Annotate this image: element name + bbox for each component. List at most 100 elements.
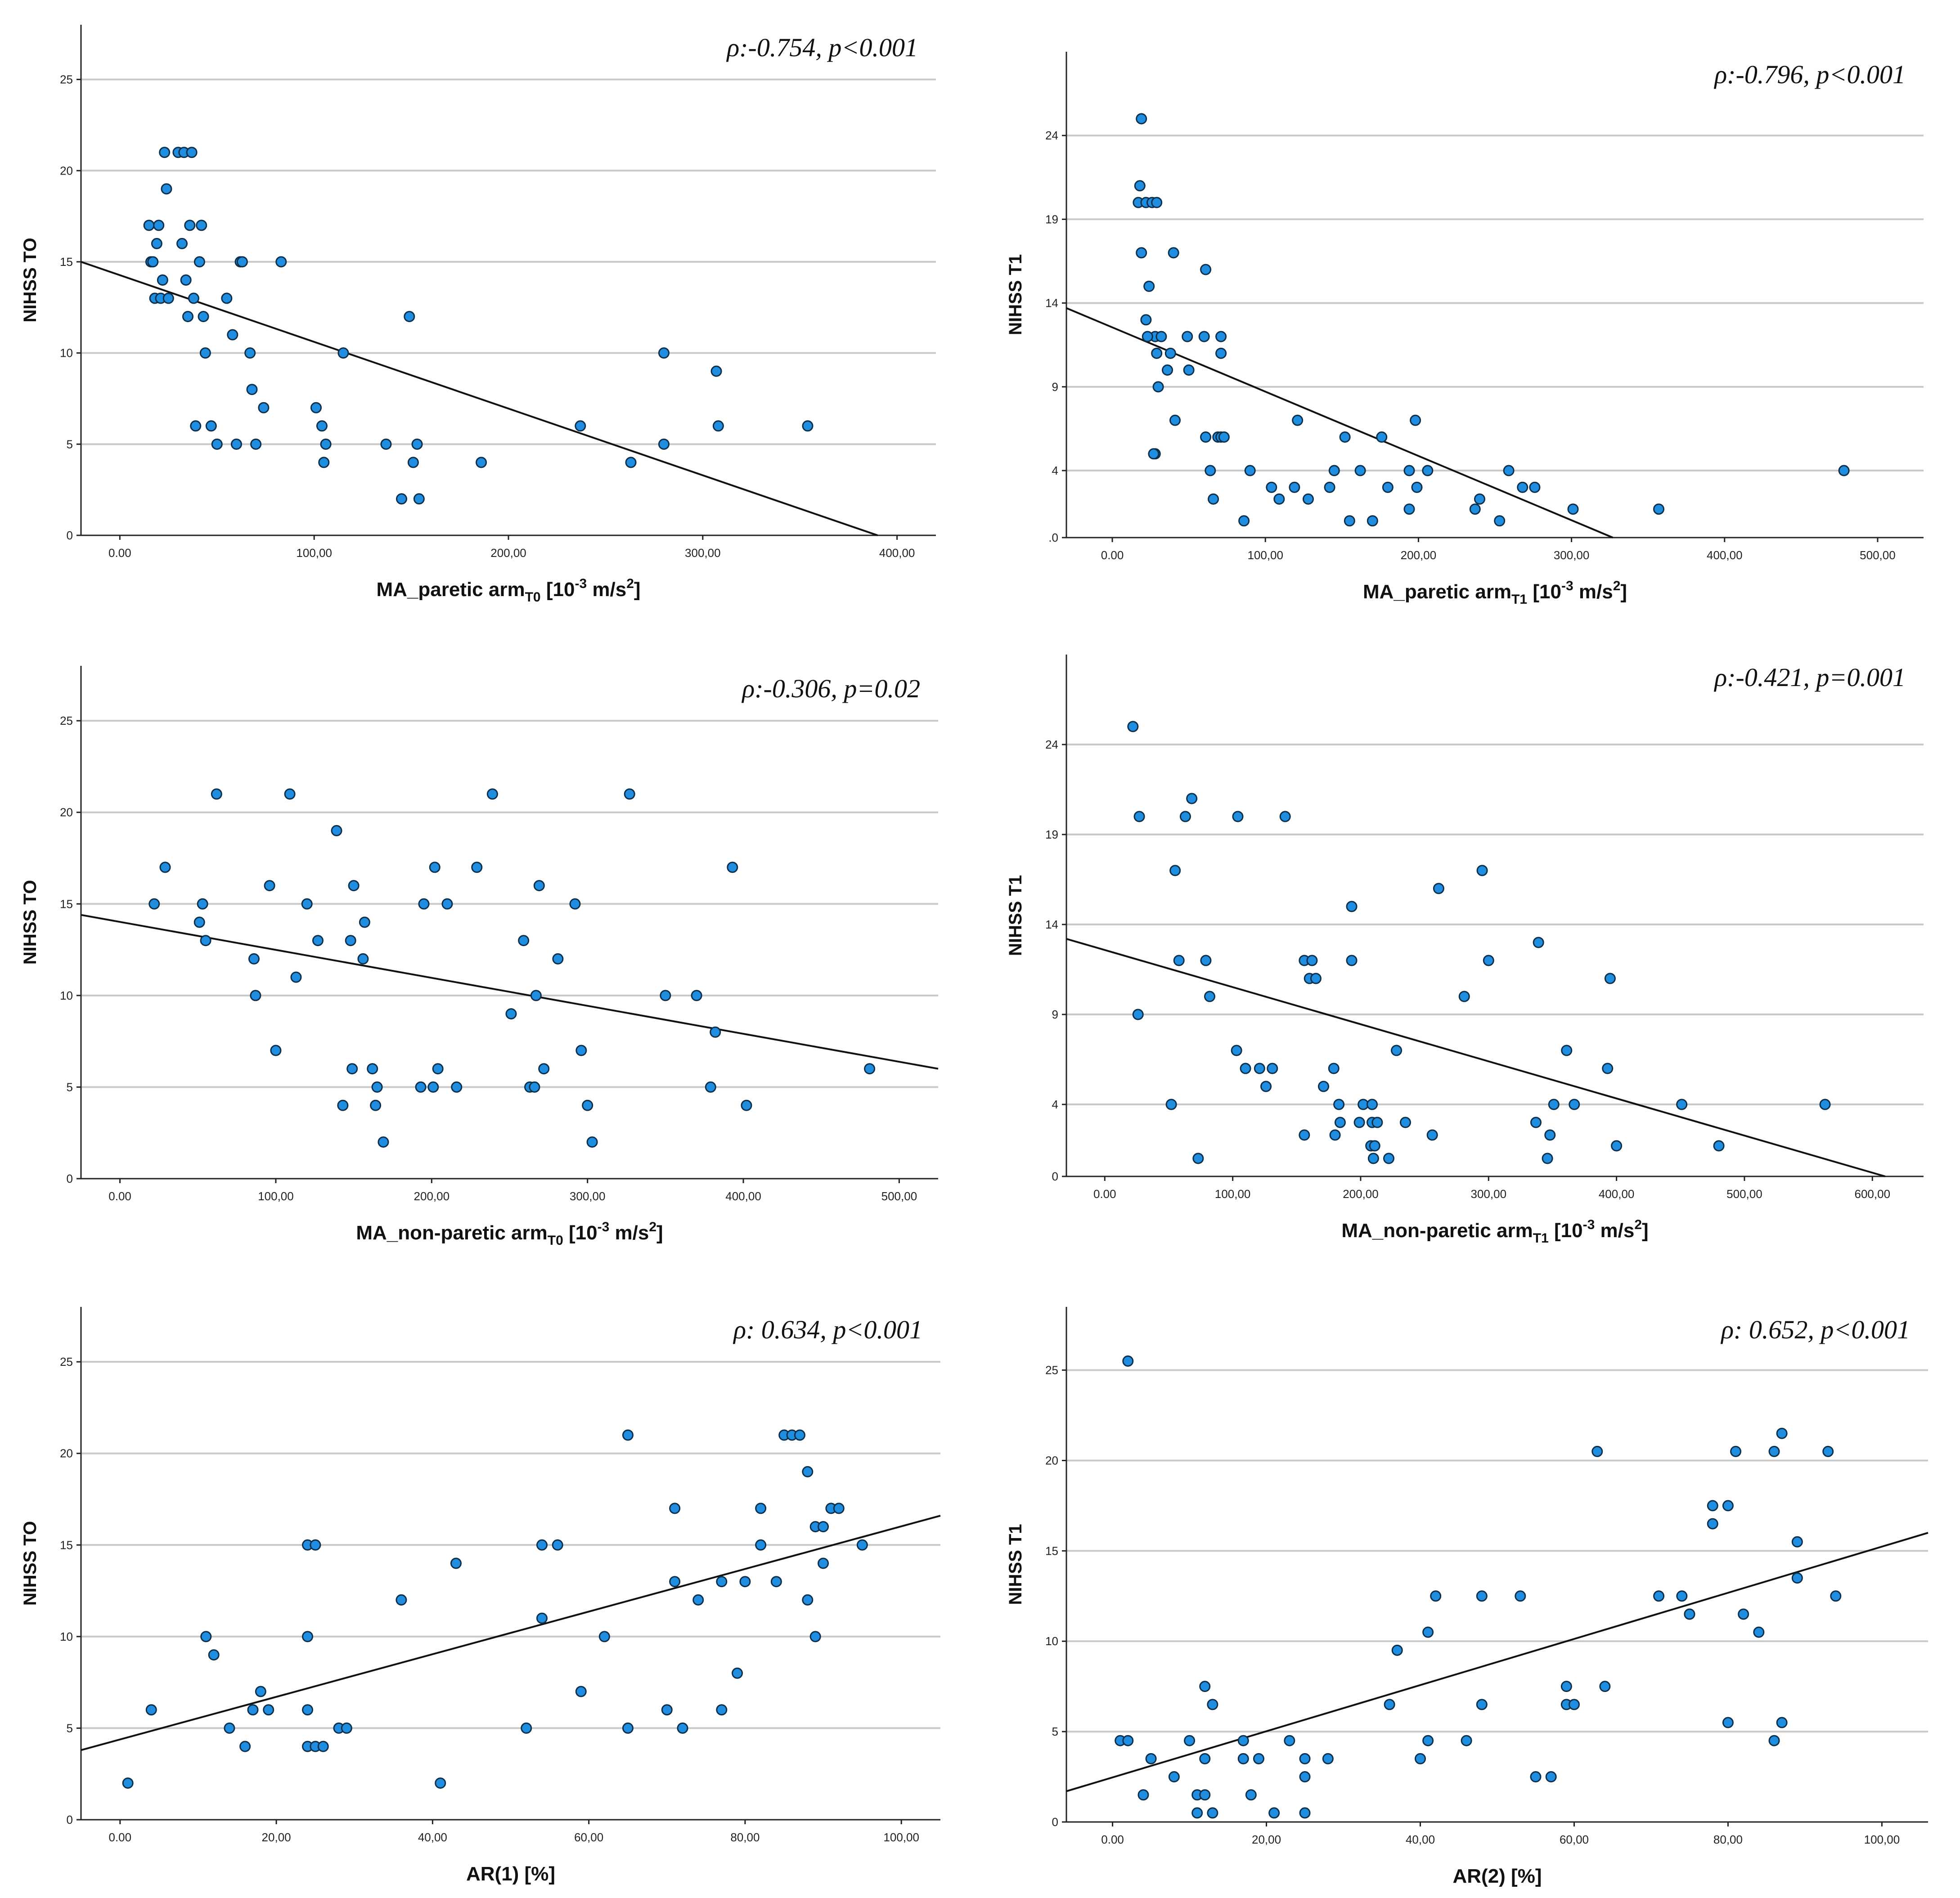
data-point bbox=[575, 420, 586, 432]
y-tick-label: 15 bbox=[60, 897, 73, 911]
data-point bbox=[1184, 1735, 1196, 1746]
x-tick-label: 100,00 bbox=[1864, 1833, 1900, 1846]
data-point bbox=[1369, 1140, 1380, 1152]
y-tick-label: 20 bbox=[1045, 1454, 1058, 1467]
data-point bbox=[200, 935, 211, 947]
data-point bbox=[552, 953, 564, 965]
data-point bbox=[1273, 493, 1285, 505]
data-point bbox=[199, 347, 211, 359]
data-point bbox=[1822, 1445, 1834, 1457]
data-point bbox=[1127, 721, 1139, 732]
scatter-panel-5: 0 5 10 15 20 25 0.00 20,00 40,00 60,00 80,00 100,00… bbox=[20, 1307, 941, 1885]
x-tick-label: 60,00 bbox=[1560, 1833, 1589, 1846]
x-tick-label: 0.00 bbox=[1101, 548, 1124, 562]
data-point bbox=[833, 1503, 845, 1514]
data-point bbox=[1391, 1045, 1403, 1056]
data-point bbox=[1344, 515, 1355, 527]
data-point bbox=[661, 1704, 673, 1716]
data-point bbox=[157, 274, 168, 286]
y-tick-label: 14 bbox=[1045, 918, 1058, 931]
data-point bbox=[1279, 811, 1291, 822]
x-tick-label: 200,00 bbox=[1343, 1187, 1379, 1201]
data-point bbox=[1142, 331, 1153, 342]
data-point bbox=[1310, 973, 1322, 984]
data-point bbox=[1494, 515, 1506, 527]
data-point bbox=[224, 1722, 235, 1734]
data-point bbox=[190, 420, 202, 432]
y-tick-label: 14 bbox=[1045, 296, 1058, 310]
data-point bbox=[263, 1704, 274, 1716]
data-point bbox=[1199, 1789, 1211, 1801]
data-point bbox=[1430, 1590, 1442, 1602]
data-point bbox=[518, 935, 530, 947]
data-point bbox=[1371, 1117, 1383, 1128]
y-tick-label: 24 bbox=[1045, 129, 1058, 142]
x-tick-label: 100,00 bbox=[1247, 548, 1283, 562]
data-point bbox=[316, 420, 328, 432]
data-point bbox=[1410, 414, 1421, 426]
data-point bbox=[159, 862, 171, 873]
data-point bbox=[236, 256, 248, 268]
x-tick-label: 0.00 bbox=[108, 546, 131, 560]
data-point bbox=[1267, 1063, 1278, 1074]
fit-line bbox=[81, 914, 939, 1070]
y-tick-label: 20 bbox=[60, 164, 73, 177]
data-point bbox=[1182, 331, 1193, 342]
data-point bbox=[530, 990, 542, 1001]
data-point bbox=[1134, 180, 1146, 192]
data-point bbox=[211, 788, 222, 800]
correlation-annotation: ρ:-0.796, p<0.001 bbox=[1713, 60, 1906, 89]
data-point bbox=[716, 1704, 728, 1716]
data-point bbox=[755, 1503, 767, 1514]
correlation-annotation: ρ:-0.306, p=0.02 bbox=[741, 674, 920, 703]
data-point bbox=[1722, 1717, 1734, 1728]
y-tick-label: .0 bbox=[1048, 531, 1058, 544]
data-point bbox=[1382, 481, 1394, 493]
data-point bbox=[1237, 1753, 1249, 1764]
data-point bbox=[320, 438, 332, 450]
data-point bbox=[197, 898, 208, 910]
data-point bbox=[1542, 1153, 1553, 1164]
data-point bbox=[182, 311, 193, 323]
data-point bbox=[536, 1612, 548, 1624]
data-point bbox=[809, 1631, 821, 1642]
data-point bbox=[429, 862, 441, 873]
data-point bbox=[396, 1594, 407, 1606]
data-point bbox=[1567, 503, 1579, 515]
data-point bbox=[248, 953, 260, 965]
data-point bbox=[1292, 414, 1304, 426]
y-axis-label: NIHSS TO bbox=[20, 238, 40, 322]
scatter-panel-4: 0 4 9 14 19 24 0.00 100,00 200,00 300,00 400,00 500… bbox=[1006, 655, 1924, 1246]
x-tick-label: 100,00 bbox=[1215, 1187, 1251, 1201]
data-point bbox=[622, 1429, 634, 1441]
data-point bbox=[1517, 481, 1528, 493]
data-point bbox=[247, 1704, 259, 1716]
data-point bbox=[302, 1631, 314, 1642]
x-axis-label: MA_paretic armT0 [10-3 m/s2] bbox=[376, 576, 640, 605]
data-point bbox=[208, 1649, 220, 1661]
data-point bbox=[864, 1063, 876, 1075]
x-tick-label: 100,00 bbox=[258, 1189, 294, 1203]
data-point bbox=[1334, 1117, 1346, 1128]
data-point bbox=[818, 1557, 829, 1569]
data-point bbox=[255, 1686, 266, 1697]
data-point bbox=[802, 1466, 814, 1477]
data-point bbox=[1776, 1427, 1788, 1439]
x-tick-label: 100,00 bbox=[296, 546, 332, 560]
data-point bbox=[1411, 481, 1423, 493]
data-point bbox=[1238, 515, 1250, 527]
data-point bbox=[1530, 1771, 1542, 1783]
x-tick-label: 500,00 bbox=[1860, 548, 1896, 562]
data-point bbox=[153, 220, 165, 231]
data-point bbox=[275, 256, 287, 268]
data-point bbox=[1240, 1063, 1251, 1074]
x-axis-label: MA_paretic armT1 [10-3 m/s2] bbox=[1363, 579, 1627, 607]
x-tick-label: 80,00 bbox=[730, 1831, 760, 1844]
data-point bbox=[1483, 955, 1494, 966]
data-point bbox=[1791, 1572, 1803, 1584]
data-point bbox=[1192, 1153, 1204, 1164]
data-point bbox=[1245, 1789, 1257, 1801]
data-point bbox=[1207, 1699, 1218, 1710]
x-tick-label: 300,00 bbox=[570, 1189, 606, 1203]
data-point bbox=[345, 935, 356, 947]
